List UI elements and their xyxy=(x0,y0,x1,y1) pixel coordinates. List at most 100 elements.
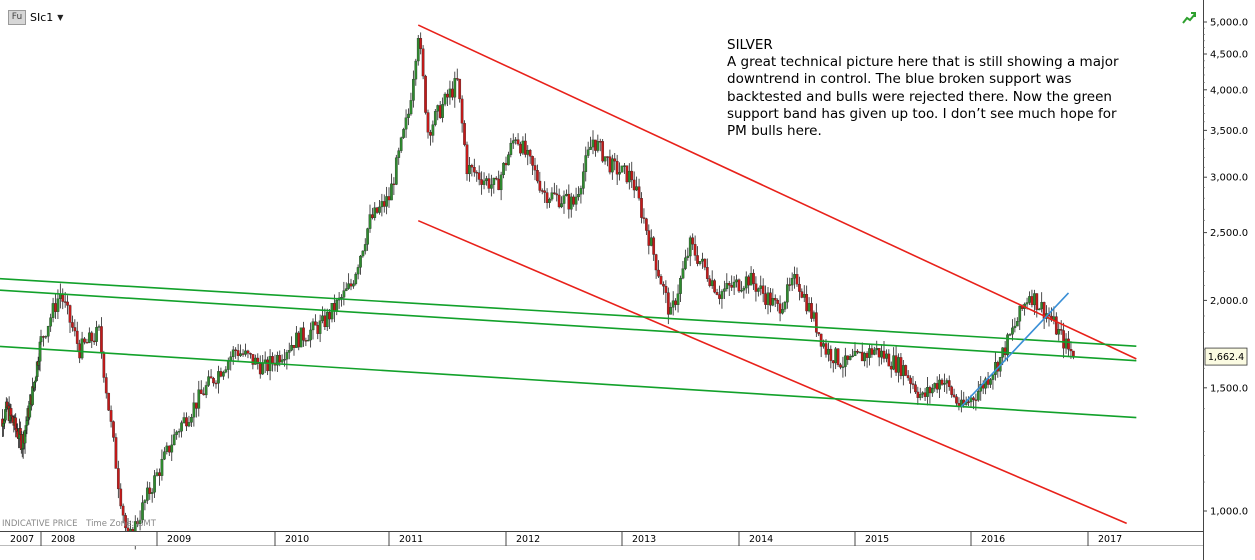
candle-body xyxy=(292,344,296,348)
candle-body xyxy=(853,350,857,357)
candle-body xyxy=(822,343,825,347)
candle-body xyxy=(691,237,695,245)
candle-body xyxy=(424,75,427,113)
candle-body xyxy=(906,375,910,379)
candle-body xyxy=(304,340,308,342)
candle-body xyxy=(224,369,228,373)
candle-body xyxy=(25,420,29,426)
candle-body xyxy=(244,350,247,355)
candle-body xyxy=(657,269,660,277)
candle-body xyxy=(836,348,840,365)
candle-body xyxy=(533,165,537,171)
candle-body xyxy=(502,162,505,176)
candle-body xyxy=(485,178,488,181)
candle-body xyxy=(805,294,809,312)
candle-body xyxy=(368,214,372,229)
candle-body xyxy=(202,393,206,396)
candle-body xyxy=(1069,349,1073,352)
candle-body xyxy=(143,500,147,503)
date-axis-bg xyxy=(0,531,1203,545)
candle-body xyxy=(226,360,230,370)
candle-body xyxy=(713,280,716,293)
candle-body xyxy=(207,376,210,386)
candle-body xyxy=(642,217,646,219)
candle-body xyxy=(858,351,862,354)
symbol-toolbar: Fu SIc1 ▼ xyxy=(8,8,63,26)
candle-body xyxy=(109,410,113,422)
green-trendline xyxy=(0,289,1137,362)
candle-body xyxy=(800,291,804,298)
trendlines xyxy=(0,24,1137,525)
candle-body xyxy=(148,487,152,494)
candle-body xyxy=(899,357,903,377)
candle-body xyxy=(404,117,408,130)
candle-body xyxy=(771,297,775,306)
chart-annotation: SILVER A great technical picture here th… xyxy=(727,37,1127,140)
candle-body xyxy=(185,417,188,427)
candle-body xyxy=(490,184,493,189)
candle-body xyxy=(827,348,830,355)
candle-body xyxy=(730,285,734,288)
candle-body xyxy=(603,156,607,162)
candle-body xyxy=(443,93,447,105)
candle-body xyxy=(1064,338,1068,349)
futures-badge: Fu xyxy=(8,9,26,25)
candle-body xyxy=(190,416,193,423)
candle-body xyxy=(608,156,612,173)
candle-body xyxy=(356,267,360,275)
candle-body xyxy=(952,394,956,397)
candle-body xyxy=(114,437,118,469)
candle-body xyxy=(659,276,663,285)
candle-body xyxy=(788,284,792,286)
plot-background xyxy=(0,0,1203,531)
candle-body xyxy=(318,320,322,334)
candle-body xyxy=(1028,296,1031,303)
candle-body xyxy=(877,348,881,358)
candle-body xyxy=(635,186,638,191)
candle-body xyxy=(887,353,891,367)
candle-body xyxy=(1011,327,1014,335)
candle-body xyxy=(630,170,634,181)
trend-arrow-icon[interactable] xyxy=(1182,9,1196,28)
candle-body xyxy=(793,274,796,279)
candle-body xyxy=(387,196,391,201)
candle-body xyxy=(632,179,636,191)
candle-body xyxy=(872,349,876,355)
candle-body xyxy=(199,389,203,394)
candle-body xyxy=(309,329,312,341)
candle-body xyxy=(810,303,813,319)
candle-body xyxy=(511,140,515,144)
candle-body xyxy=(817,332,821,335)
candle-body xyxy=(911,383,915,385)
symbol-label[interactable]: SIc1 xyxy=(30,10,54,24)
candle-body xyxy=(429,132,432,136)
candle-body xyxy=(246,350,250,354)
candle-body xyxy=(519,143,522,154)
candle-body xyxy=(492,177,496,185)
candle-body xyxy=(354,273,358,285)
candle-body xyxy=(543,190,547,193)
candle-body xyxy=(56,298,60,312)
candle-body xyxy=(283,359,286,361)
candle-body xyxy=(839,364,842,368)
candle-body xyxy=(321,315,324,321)
candle-body xyxy=(102,352,106,378)
candle-body xyxy=(991,374,995,380)
candle-body xyxy=(798,283,801,292)
candle-body xyxy=(73,327,77,332)
x-tick-label: 2008 xyxy=(51,534,75,545)
y-tick-label: 1,500.0 xyxy=(1210,383,1248,394)
candle-body xyxy=(150,492,154,494)
candle-body xyxy=(701,258,704,262)
candle-body xyxy=(596,141,600,151)
candle-body xyxy=(187,422,191,427)
candle-body xyxy=(80,338,84,359)
candle-body xyxy=(795,274,799,285)
candle-body xyxy=(923,392,927,397)
candle-body xyxy=(754,283,758,292)
candle-body xyxy=(204,385,208,396)
caret-down-icon[interactable]: ▼ xyxy=(57,12,64,22)
candle-body xyxy=(407,113,410,118)
candle-body xyxy=(671,300,675,308)
